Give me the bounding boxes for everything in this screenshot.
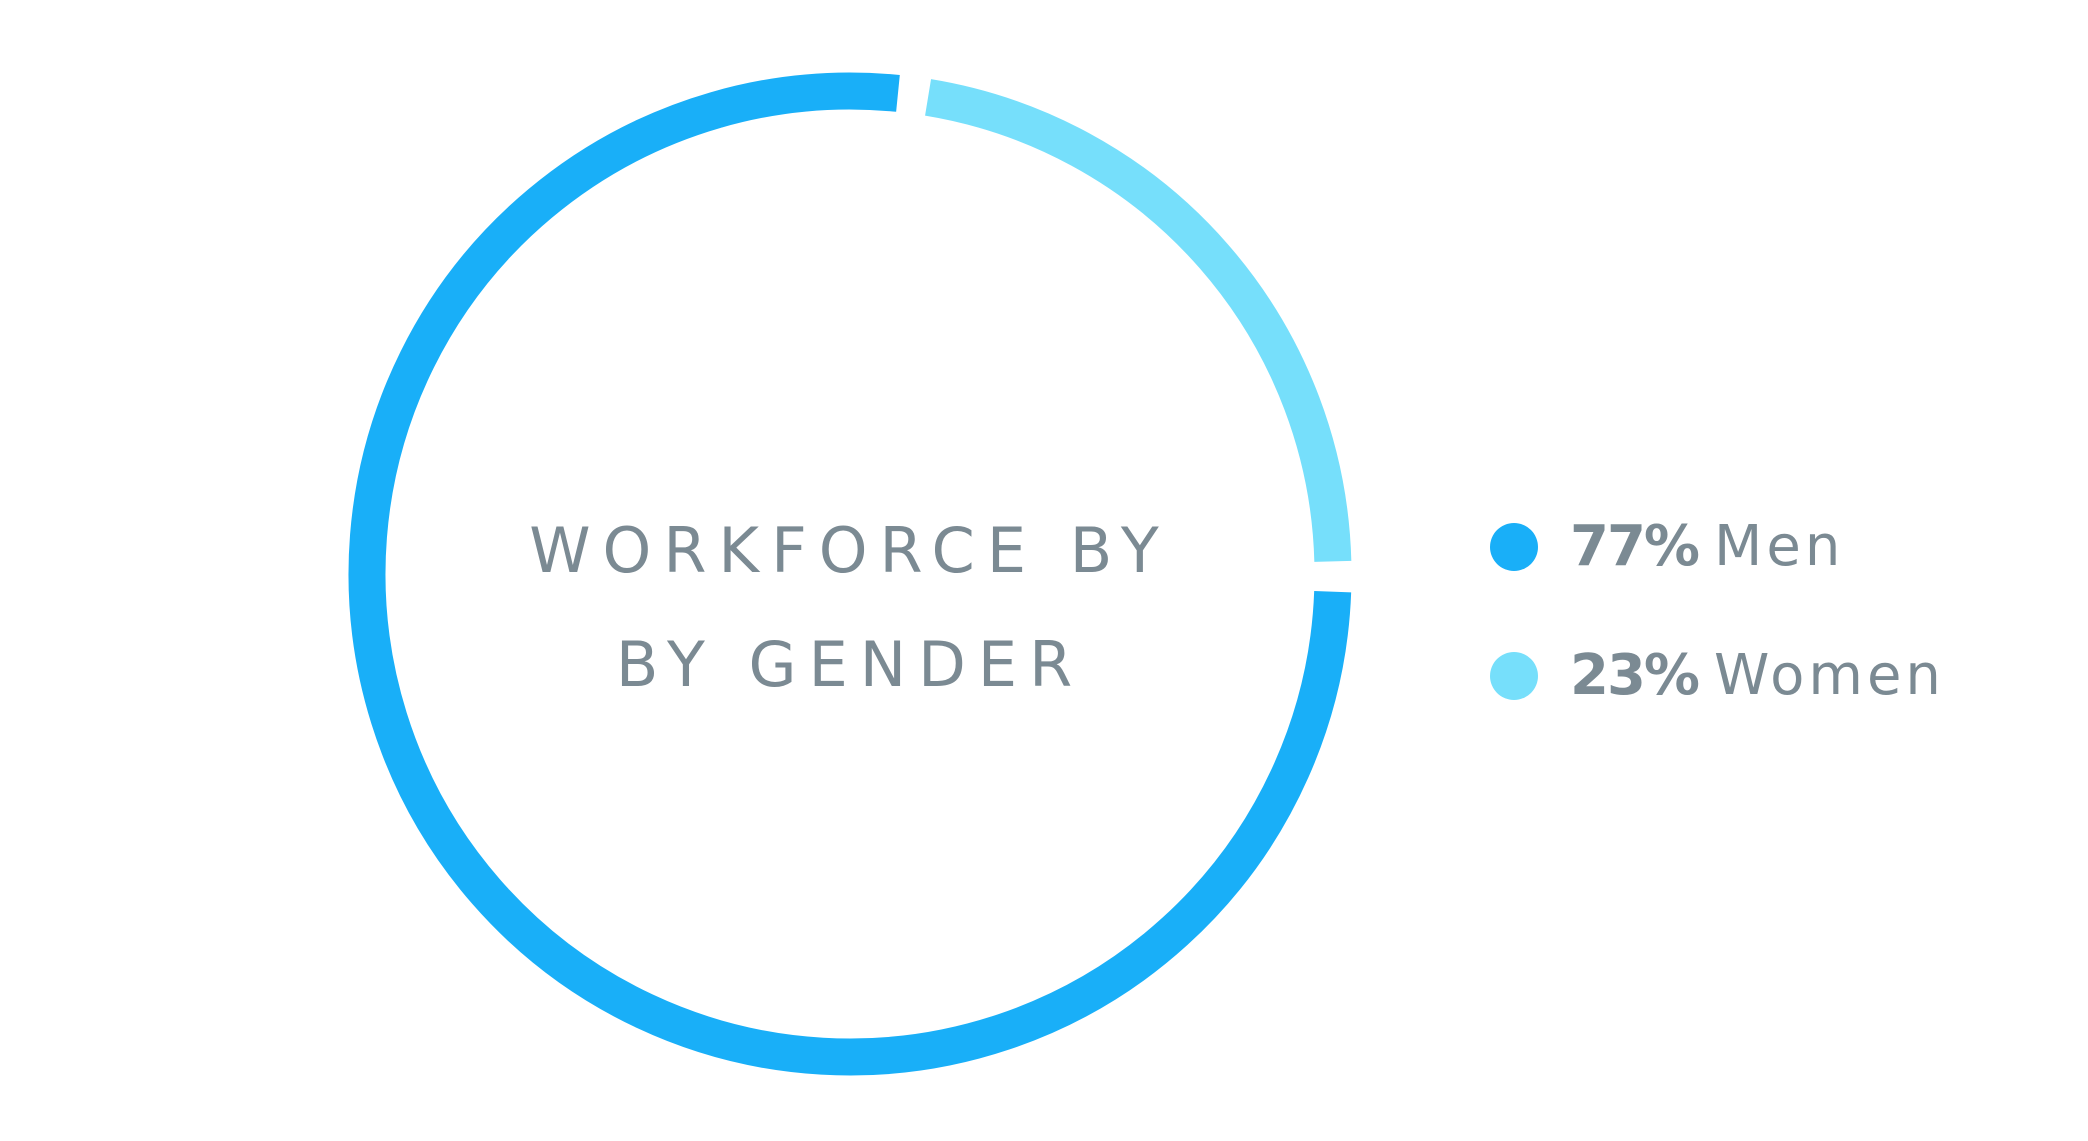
legend-label-women: Women — [1714, 643, 1945, 708]
legend-label-men: Men — [1714, 514, 1845, 579]
donut-segment-women — [925, 79, 1352, 562]
donut-segment-men — [348, 72, 1352, 1076]
legend-item-women: 23% Women — [1490, 643, 1945, 709]
legend-percent-men: 77% — [1570, 514, 1700, 579]
legend-percent-women: 23% — [1570, 643, 1700, 708]
chart-title-line-2: BY GENDER — [615, 628, 1085, 701]
legend-dot-men — [1490, 523, 1538, 571]
legend-dot-women — [1490, 652, 1538, 700]
legend-item-men: 77% Men — [1490, 514, 1844, 580]
chart-title-line-1: WORKFORCE BY — [529, 514, 1171, 587]
